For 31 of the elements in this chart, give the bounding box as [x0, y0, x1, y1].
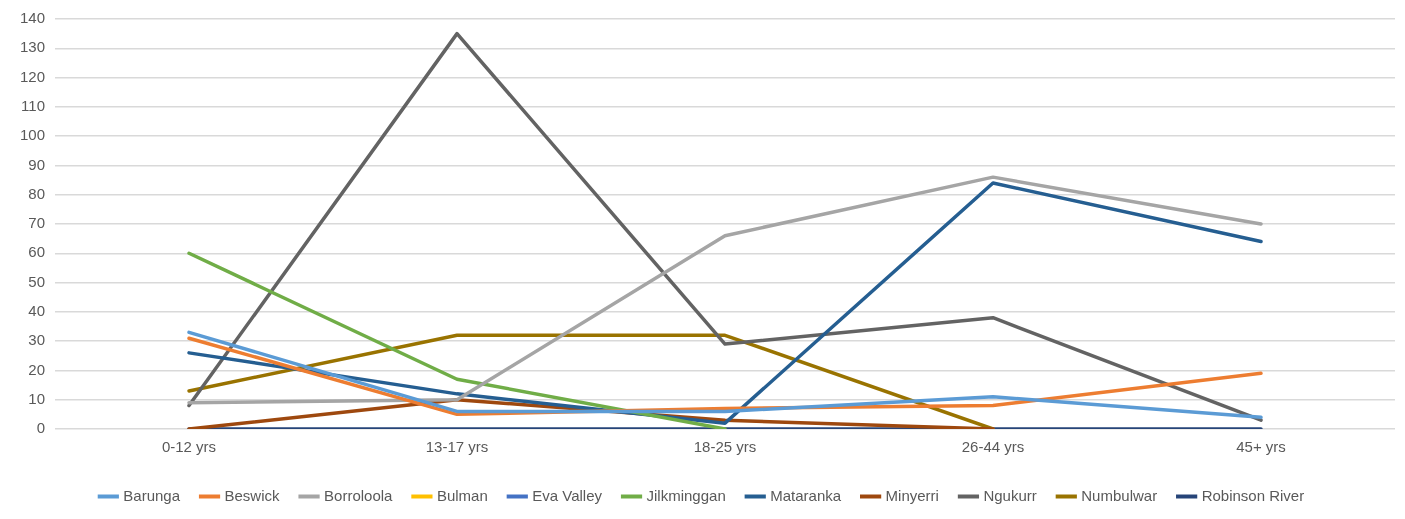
y-tick-label: 140: [20, 9, 46, 27]
y-tick-label: 120: [20, 67, 46, 85]
y-tick-label: 70: [28, 214, 46, 232]
legend-label: Barunga: [123, 486, 181, 504]
legend-label: Ngukurr: [983, 486, 1037, 504]
y-tick-label: 110: [21, 97, 46, 114]
legend-label: Mataranka: [770, 486, 842, 504]
legend-label: Numbulwar: [1081, 486, 1158, 504]
y-tick-label: 60: [28, 243, 46, 261]
legend-label: Bulman: [436, 486, 488, 504]
x-tick-label: 45+ yrs: [1236, 438, 1286, 456]
y-tick-label: 100: [20, 126, 46, 144]
y-tick-label: 80: [28, 184, 46, 202]
legend-label: Eva Valley: [532, 486, 603, 504]
y-tick-label: 130: [20, 38, 46, 56]
x-tick-label: 0-12 yrs: [161, 438, 217, 456]
legend-label: Jilkminggan: [646, 486, 726, 504]
legend-label: Beswick: [224, 486, 281, 504]
x-tick-label: 13-17 yrs: [425, 438, 489, 456]
x-tick-label: 18-25 yrs: [693, 438, 757, 456]
y-tick-label: 90: [28, 155, 46, 173]
y-tick-label: 0: [36, 419, 46, 437]
y-tick-label: 50: [28, 272, 46, 290]
y-tick-label: 20: [28, 360, 46, 378]
x-tick-label: 26-44 yrs: [961, 438, 1025, 456]
legend-label: Borroloola: [324, 486, 394, 504]
y-tick-label: 40: [28, 302, 46, 319]
legend-label: Minyerri: [885, 486, 939, 504]
legend-label: Robinson River: [1201, 486, 1305, 504]
y-tick-label: 30: [28, 331, 46, 349]
y-tick-label: 10: [28, 389, 46, 407]
